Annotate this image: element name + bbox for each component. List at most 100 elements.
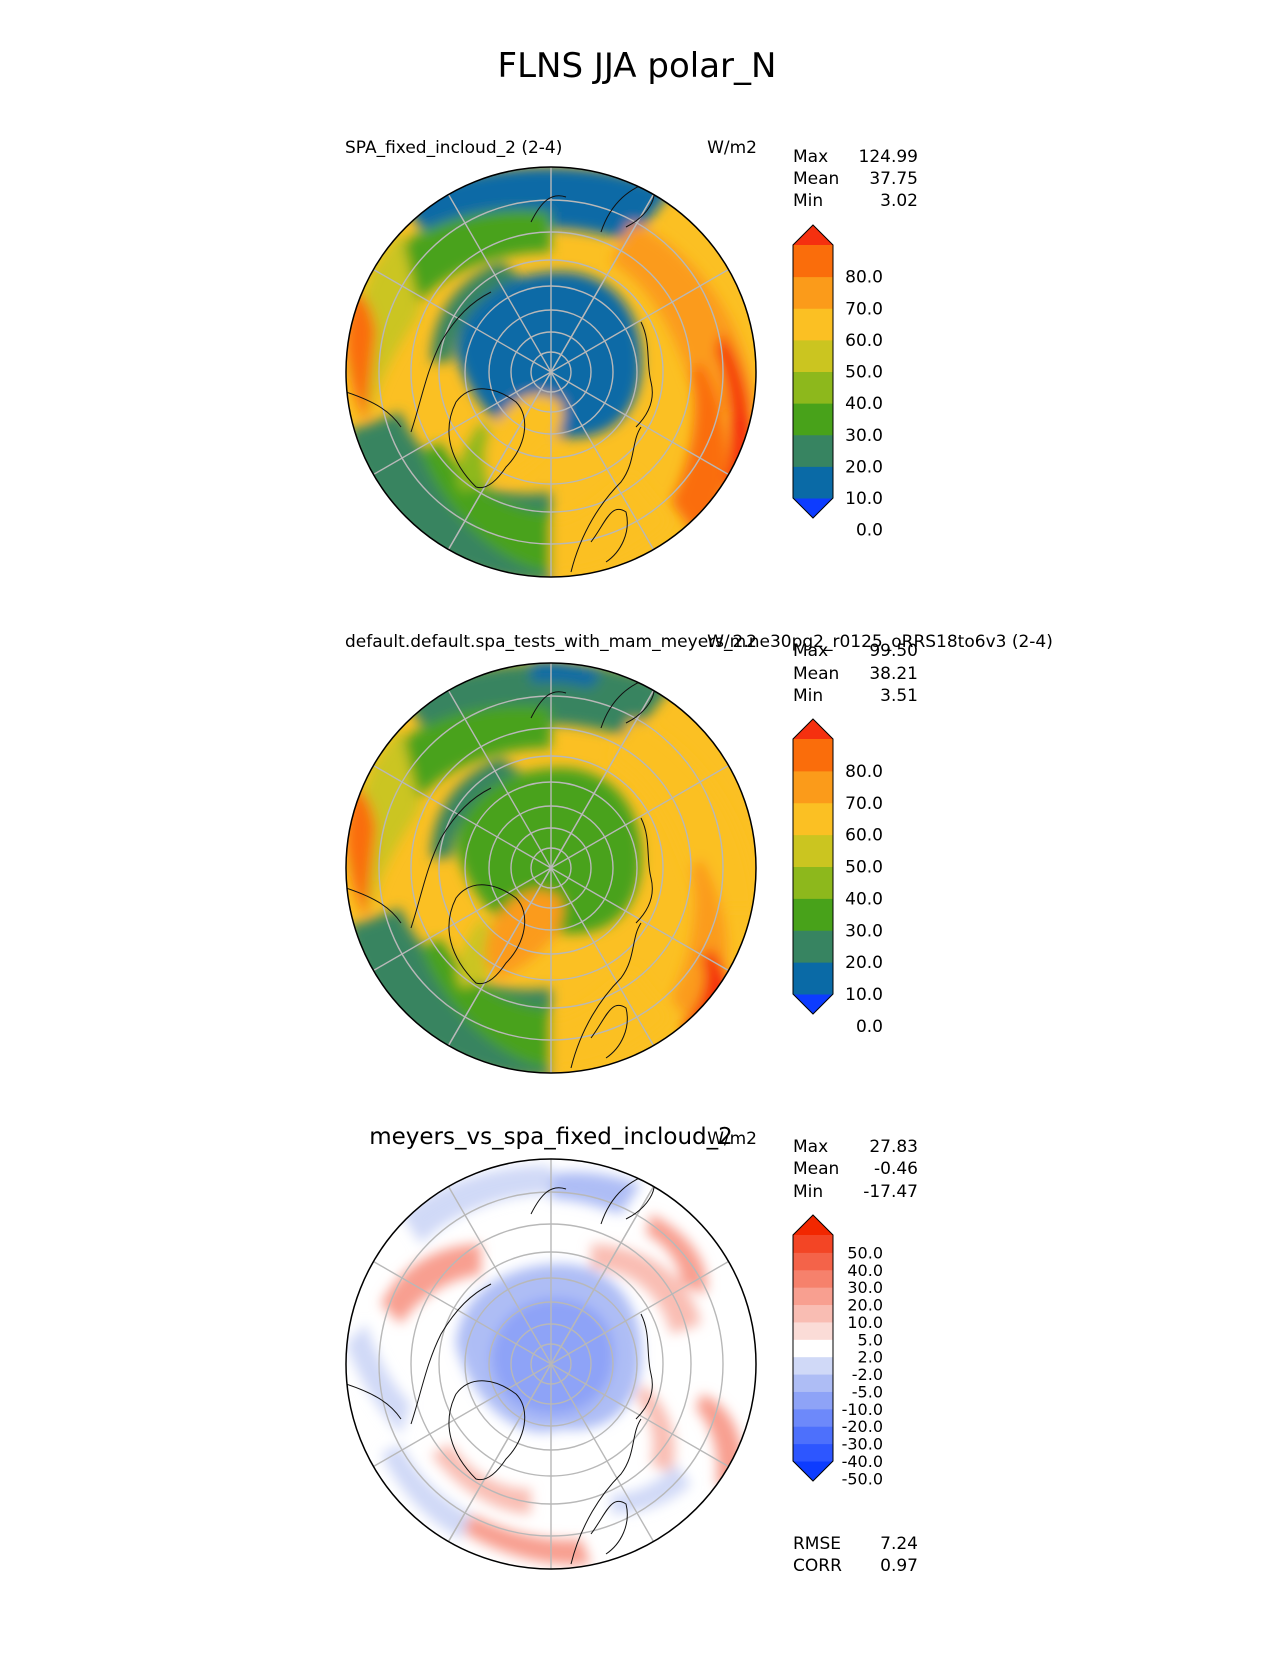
panel-3-field-region	[381, 1444, 471, 1539]
panel-2-map	[345, 662, 757, 1074]
colorbar-outline	[792, 224, 834, 519]
panel-1-field-region	[551, 472, 671, 573]
colorbar-tick-label: 10.0	[847, 1313, 883, 1332]
panel-3-map	[345, 1158, 757, 1570]
colorbar-segment	[793, 225, 833, 245]
panel-1: SPA_fixed_incloud_2 (2-4) W/m2	[345, 138, 918, 578]
colorbar-tick-label: 70.0	[845, 299, 883, 319]
panel-2-field-region	[551, 968, 671, 1069]
colorbar-tick-label: 30.0	[847, 1278, 883, 1297]
colorbar-tick-label: 40.0	[845, 394, 883, 414]
panel-3-units: W/m2	[707, 1129, 757, 1149]
colorbar-tick-label: 20.0	[845, 457, 883, 477]
panel-2-stats: Max 99.50 Mean 38.21 Min 3.51	[793, 641, 918, 706]
colorbar-outline	[792, 718, 834, 1015]
panel-3-stat-label: Min	[793, 1182, 823, 1202]
colorbar-segment	[793, 962, 833, 995]
panel-3-boundary	[345, 1158, 757, 1570]
colorbar-segment	[793, 403, 833, 436]
panel-2-stat-value: 99.50	[869, 641, 918, 661]
colorbar-segment	[793, 1461, 833, 1481]
colorbar-tick-label: 10.0	[845, 985, 883, 1005]
colorbar-segment	[793, 930, 833, 963]
colorbar-tick-label: -50.0	[842, 1469, 883, 1488]
colorbar-tick-label: 0.0	[856, 1017, 883, 1037]
colorbar-segment	[793, 802, 833, 836]
colorbar-tick-label: 10.0	[845, 489, 883, 509]
colorbar-segment	[793, 719, 833, 739]
colorbar-segment	[793, 1235, 833, 1253]
colorbar-segment	[793, 308, 833, 341]
panel-1-stat-value: 3.02	[880, 191, 918, 211]
panel-1-stat-value: 124.99	[859, 147, 918, 167]
panel-1-stats: Max 124.99 Mean 37.75 Min 3.02	[793, 147, 918, 211]
colorbar-tick-label: 20.0	[845, 953, 883, 973]
panel-3-metric-label: CORR	[793, 1556, 842, 1576]
colorbar-tick-label: 40.0	[845, 889, 883, 909]
colorbar-segment	[793, 898, 833, 931]
panel-2-field-region	[421, 938, 551, 1068]
colorbar-segment	[793, 1215, 833, 1235]
colorbar-tick-label: 5.0	[858, 1330, 883, 1349]
panel-2-boundary	[345, 662, 757, 1074]
panel-3-metrics: RMSE 7.24 CORR 0.97	[793, 1534, 918, 1576]
panel-3-stat-value: -17.47	[863, 1182, 918, 1202]
panel-1-map	[345, 166, 757, 578]
panel-2-field-region	[484, 890, 563, 978]
panel-1-stat-label: Min	[793, 191, 823, 211]
panel-2-coastlines	[346, 677, 655, 1069]
colorbar-tick-label: -30.0	[842, 1435, 883, 1454]
colorbar-segment	[793, 1252, 833, 1271]
panel-3-stat-label: Max	[793, 1137, 828, 1157]
panel-1-field-region	[346, 292, 376, 422]
colorbar-tick-label: 60.0	[845, 331, 883, 351]
panel-2-stat-label: Mean	[793, 664, 839, 684]
colorbar-tick-label: 0.0	[856, 521, 883, 541]
panel-1-stat-label: Max	[793, 147, 828, 167]
colorbar-tick-label: -10.0	[842, 1400, 883, 1419]
panel-3-metric-label: RMSE	[793, 1534, 841, 1554]
panel-3-stat-value: 27.83	[869, 1137, 918, 1157]
panel-2-field-region	[346, 788, 376, 918]
colorbar-segment	[793, 339, 833, 372]
colorbar-segment	[793, 1287, 833, 1306]
colorbar-tick-label: 30.0	[845, 921, 883, 941]
panel-2-stat-label: Min	[793, 686, 823, 706]
colorbar-segment	[793, 739, 833, 772]
panel-1-units: W/m2	[707, 138, 757, 158]
colorbar-segment	[793, 276, 833, 309]
colorbar-tick-label: -20.0	[842, 1417, 883, 1436]
colorbar-tick-label: 50.0	[847, 1243, 883, 1262]
colorbar-segment	[793, 498, 833, 518]
colorbar-tick-label: -40.0	[842, 1452, 883, 1471]
colorbar-segment	[793, 1426, 833, 1445]
panel-2-units: W/m2	[707, 632, 757, 652]
colorbar-segment	[793, 1304, 833, 1323]
panel-3-gridlines	[373, 1159, 729, 1569]
panel-3-field-region	[551, 1172, 641, 1214]
panel-2-field-region	[431, 758, 521, 858]
colorbar-segment	[793, 1321, 833, 1340]
panel-1-title: SPA_fixed_incloud_2 (2-4)	[345, 138, 562, 158]
colorbar-segment	[793, 245, 833, 278]
colorbar-tick-label: 2.0	[858, 1348, 883, 1367]
panel-3-stat-label: Mean	[793, 1159, 839, 1179]
panel-3: meyers_vs_spa_fixed_incloud_2 W/m2	[345, 1124, 918, 1576]
panel-3-stat-value: -0.46	[874, 1159, 918, 1179]
panel-3-metric-value: 0.97	[880, 1556, 918, 1576]
panel-3-colorbar: 50.040.030.020.010.05.02.0-2.0-5.0-10.0-…	[792, 1214, 883, 1488]
colorbar-segment	[793, 1374, 833, 1392]
panel-1-field-region	[431, 262, 521, 362]
colorbar-tick-label: 30.0	[845, 426, 883, 446]
colorbar-segment	[793, 834, 833, 867]
colorbar-segment	[793, 1339, 833, 1358]
panel-2-title: default.default.spa_tests_with_mam_meyer…	[345, 632, 1053, 652]
panel-2-stat-value: 3.51	[880, 686, 918, 706]
panel-3-field-region	[491, 1298, 614, 1415]
colorbar-tick-label: 60.0	[845, 826, 883, 846]
panel-3-title: meyers_vs_spa_fixed_incloud_2	[369, 1124, 733, 1150]
colorbar-tick-label: 20.0	[847, 1296, 883, 1315]
colorbar-tick-label: -2.0	[852, 1365, 883, 1384]
colorbar-segment	[793, 1356, 833, 1375]
